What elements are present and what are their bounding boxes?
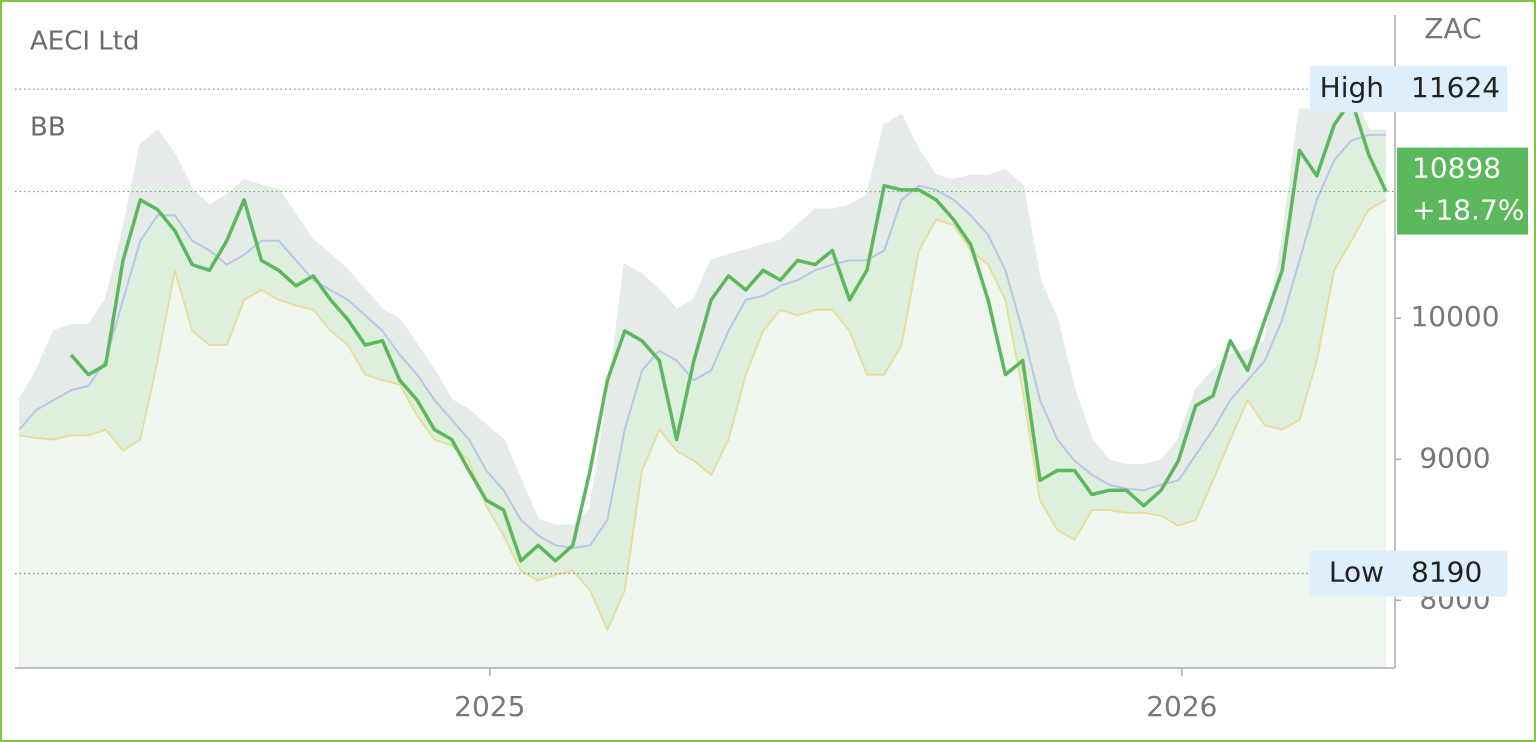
high-value: 11624 <box>1411 71 1500 104</box>
price-line <box>69 97 1388 563</box>
y-axis-label: ZAC <box>1424 12 1481 45</box>
subtitle: BB <box>30 113 66 143</box>
high-box <box>1310 66 1507 113</box>
last-price-box <box>1397 147 1528 235</box>
chart-title: AECI Ltd <box>30 27 139 57</box>
last-price-value: 10898 <box>1412 152 1501 185</box>
band-area <box>19 199 1387 669</box>
last-price-change: +18.7% <box>1412 194 1524 227</box>
x-tick-label: 2026 <box>1146 690 1217 723</box>
y-tick-label: 10000 <box>1410 300 1499 333</box>
band-line <box>18 88 1386 527</box>
band-line <box>19 198 1387 631</box>
x-tick-label: 2025 <box>454 690 525 723</box>
high-label: High <box>1320 71 1384 104</box>
low-value: 8190 <box>1411 556 1482 589</box>
low-label: Low <box>1329 556 1384 589</box>
y-tick-label: 9000 <box>1419 441 1490 474</box>
low-box <box>1310 550 1507 597</box>
band-line <box>18 133 1386 550</box>
